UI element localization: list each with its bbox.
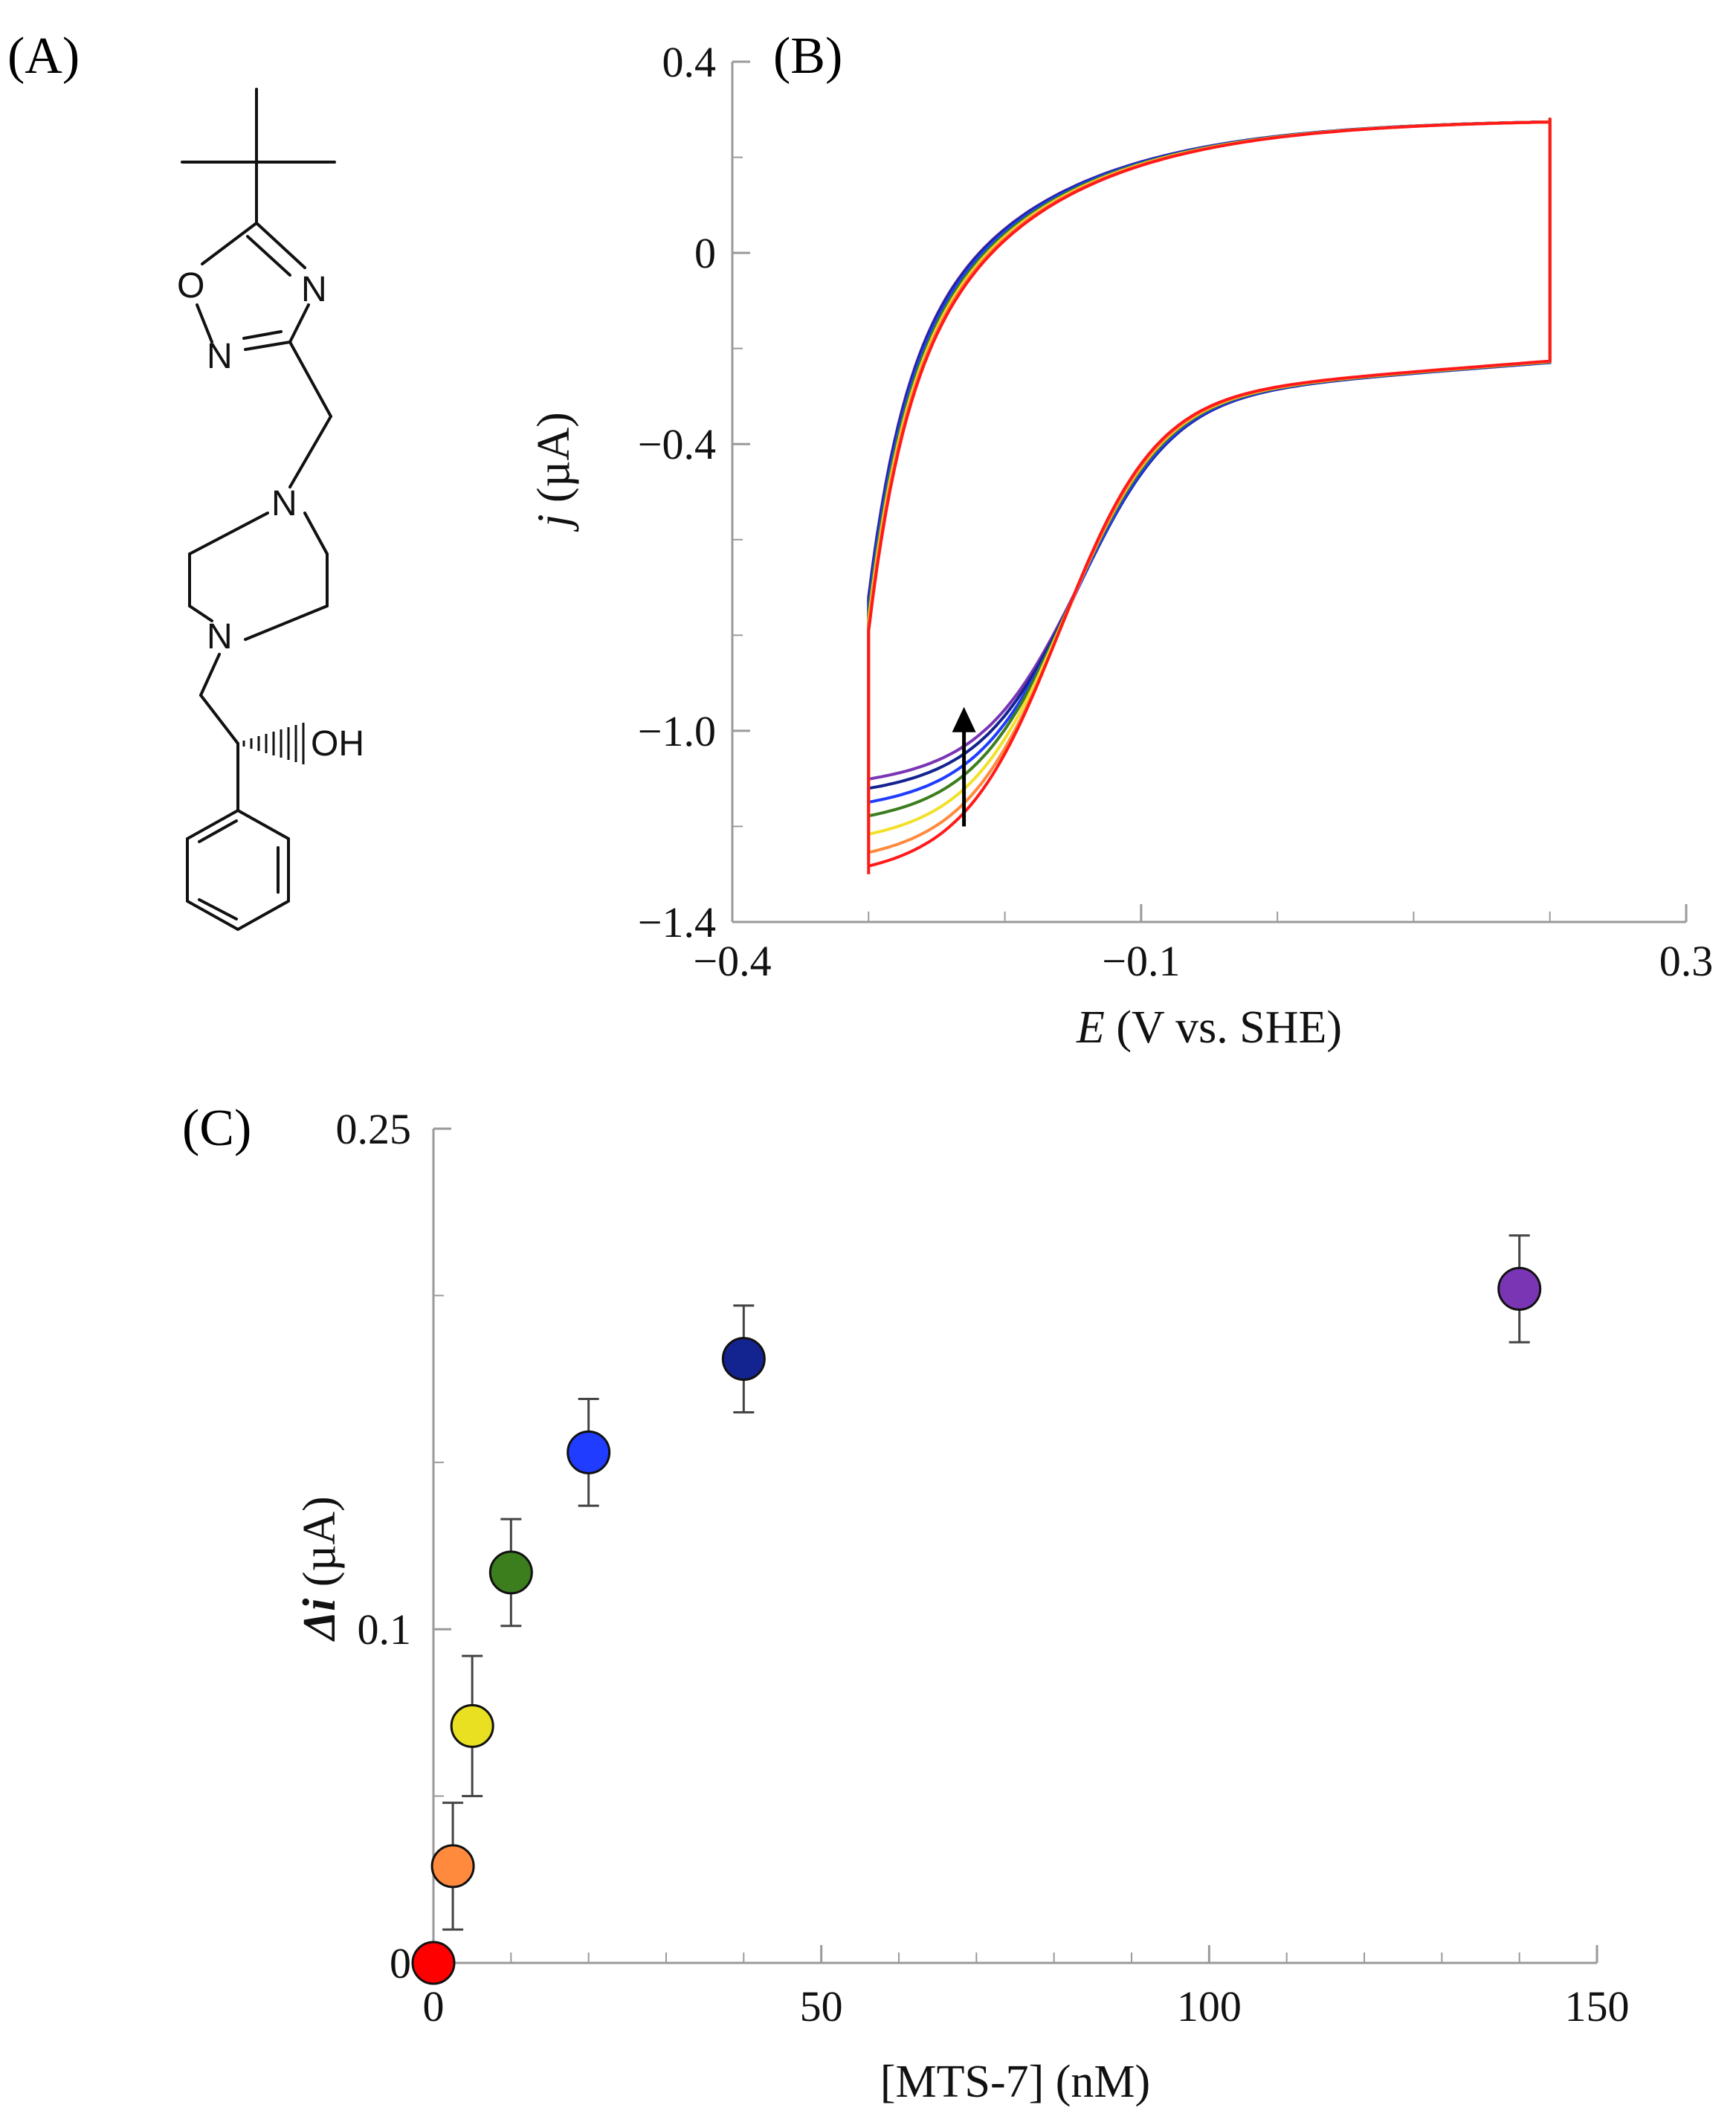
ch2-bond-b bbox=[288, 415, 332, 488]
panel-label-c: (C) bbox=[182, 1100, 251, 1157]
scatter-y-axis-title-unit: (µA) bbox=[294, 1496, 345, 1598]
scatter-point bbox=[567, 1430, 611, 1474]
cv-y-tick-label: −0.4 bbox=[638, 420, 716, 468]
scatter-y-tick-label: 0.25 bbox=[336, 1105, 412, 1153]
molecule-structure bbox=[181, 88, 336, 932]
atom-oh: OH bbox=[311, 724, 364, 764]
titration-chart: 0 50 100 150 0.25 0.1 0 [MTS-7] (nM) Δi (µA) bbox=[294, 1105, 1630, 2107]
scatter-x-tick-label: 100 bbox=[1177, 1982, 1242, 2031]
cv-series-line bbox=[867, 117, 1552, 822]
cv-chart-labels: E (V vs. SHE) j (µA) bbox=[529, 412, 1342, 1053]
cv-x-tick-label: −0.4 bbox=[693, 937, 771, 985]
pip-bond-1 bbox=[188, 512, 269, 555]
ch2-bond-a bbox=[288, 341, 332, 418]
ring-double-bond-c5-n4 bbox=[246, 235, 291, 277]
cv-y-tick-label: 0 bbox=[694, 229, 716, 277]
atom-n-ring-left: N bbox=[207, 337, 233, 376]
cv-x-tick-label: −0.1 bbox=[1102, 937, 1180, 985]
cv-series-line bbox=[867, 117, 1552, 784]
ring-double-bond-n2-c3 bbox=[242, 330, 283, 340]
cv-chart-annotation bbox=[952, 706, 976, 827]
cv-y-axis-title: j (µA) bbox=[529, 412, 579, 532]
cv-chart-series bbox=[867, 117, 1552, 874]
scatter-y-axis-title-symbol: Δi bbox=[294, 1599, 345, 1642]
pip-bond-6 bbox=[244, 604, 329, 641]
atom-n-piperazine-top: N bbox=[271, 484, 297, 523]
scatter-x-tick-label: 150 bbox=[1565, 1982, 1630, 2031]
phenyl-inner-bond-3 bbox=[198, 819, 238, 843]
scatter-point bbox=[411, 1941, 456, 1985]
cv-y-tick-label: 0.4 bbox=[662, 38, 717, 86]
scatter-x-tick-label: 0 bbox=[423, 1982, 445, 2031]
cv-series-line bbox=[867, 117, 1552, 841]
atom-n-ring-right: N bbox=[301, 270, 327, 309]
cv-arrow-head bbox=[952, 706, 976, 732]
cv-x-axis-title-unit: (V vs. SHE) bbox=[1105, 1002, 1342, 1053]
panel-label-b: (B) bbox=[773, 28, 842, 85]
scatter-point bbox=[450, 1703, 494, 1748]
atom-o-ring: O bbox=[177, 266, 204, 306]
scatter-y-tick-label: 0.1 bbox=[358, 1605, 412, 1654]
titration-chart-points bbox=[411, 1234, 1542, 1985]
phenyl-ring bbox=[186, 808, 290, 932]
oh-hashed-wedge bbox=[242, 723, 305, 764]
pip-bond-3 bbox=[188, 604, 213, 622]
ring-bond-c5-n4 bbox=[255, 222, 306, 269]
scatter-y-axis-title: Δi (µA) bbox=[294, 1496, 345, 1642]
ring-bond-n2-c3 bbox=[244, 341, 291, 351]
chain-bond-a bbox=[199, 653, 221, 697]
ring-bond-o-n2 bbox=[196, 303, 213, 344]
cv-x-tick-label: 0.3 bbox=[1659, 937, 1714, 985]
cv-y-axis-title-symbol: j bbox=[529, 515, 579, 532]
ring-bond-n4-c3 bbox=[288, 303, 310, 344]
cv-y-tick-label: −1.0 bbox=[638, 707, 716, 755]
scatter-point bbox=[721, 1337, 766, 1381]
cv-x-axis-title: E (V vs. SHE) bbox=[1076, 1002, 1342, 1053]
ring-bond-c5-o bbox=[201, 222, 258, 265]
titration-chart-labels: [MTS-7] (nM) Δi (µA) bbox=[294, 1496, 1150, 2107]
panel-label-a: (A) bbox=[7, 28, 80, 85]
cv-y-axis-title-unit: (µA) bbox=[529, 412, 579, 514]
chain-bond-b bbox=[199, 694, 239, 745]
scatter-y-tick-label: 0 bbox=[390, 1939, 411, 1987]
phenyl-inner-bond-2 bbox=[198, 898, 238, 920]
scatter-x-axis-title: [MTS-7] (nM) bbox=[880, 2057, 1150, 2107]
cv-series-line bbox=[867, 117, 1552, 807]
cv-x-axis-title-symbol: E bbox=[1076, 1002, 1105, 1053]
cv-series-line bbox=[867, 117, 1552, 793]
cv-y-tick-label: −1.4 bbox=[638, 898, 716, 947]
scatter-point bbox=[430, 1844, 475, 1889]
scatter-point bbox=[1497, 1266, 1542, 1311]
atom-n-piperazine-bottom: N bbox=[207, 617, 233, 657]
cv-series-line bbox=[867, 117, 1552, 874]
cv-chart-axes: −0.4 −0.1 0.3 0.4 0 −0.4 −1.0 −1.4 bbox=[638, 38, 1713, 985]
titration-chart-axes: 0 50 100 150 0.25 0.1 0 bbox=[336, 1105, 1630, 2031]
scatter-x-tick-label: 50 bbox=[800, 1982, 843, 2031]
cv-chart: −0.4 −0.1 0.3 0.4 0 −0.4 −1.0 −1.4 E (V vs. SHE… bbox=[529, 38, 1713, 1053]
scatter-point bbox=[488, 1550, 533, 1595]
pip-bond-4 bbox=[303, 512, 329, 555]
